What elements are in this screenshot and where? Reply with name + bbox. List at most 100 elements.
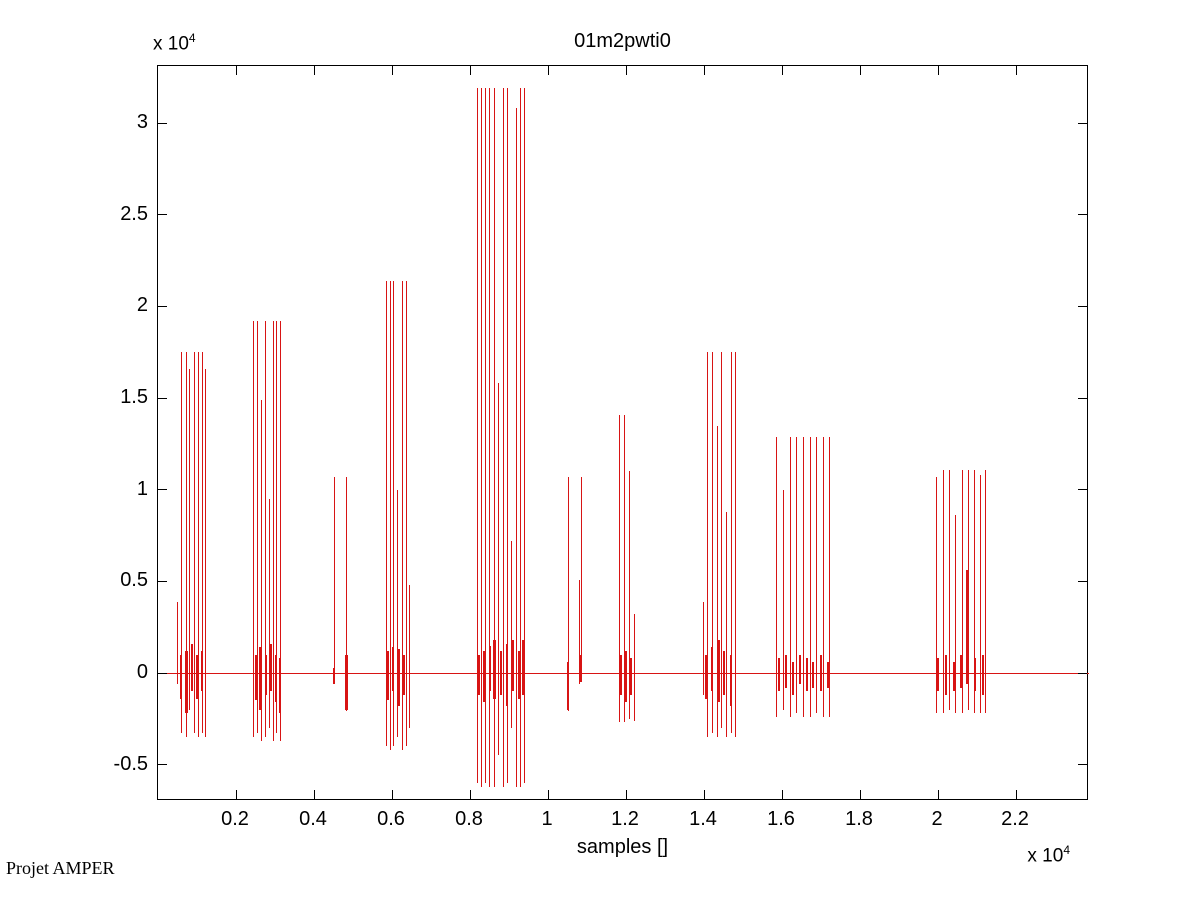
signal-spike [409,585,411,728]
signal-spike [406,280,408,747]
signal-spike [721,352,723,728]
signal-noise-mark [630,658,633,695]
signal-noise-mark [483,651,486,703]
y-tick-mark [158,764,167,766]
y-tick-label: 0.5 [120,569,148,592]
x-tick-mark [781,790,783,799]
signal-spike [624,414,626,723]
signal-spike [796,436,798,714]
y-tick-label: 0 [136,661,148,683]
x-scale-exponent: 4 [1063,843,1070,857]
y-tick-mark-right [1078,580,1087,582]
signal-noise-mark [254,654,257,701]
y-tick-mark-right [1078,489,1087,491]
signal-noise-mark [729,654,732,706]
y-axis-scale-note: x 104 [153,31,196,55]
signal-spike [629,471,631,719]
signal-spike [730,352,732,734]
signal-spike [393,280,395,747]
x-tick-label: 2 [931,808,943,830]
signal-noise-mark [619,654,622,695]
project-watermark: Projet AMPER [6,858,115,878]
x-tick-mark-top [313,66,315,75]
x-tick-label: 1.6 [767,808,795,830]
signal-spike [177,601,178,684]
signal-noise-mark [952,662,955,692]
x-tick-mark [313,790,315,799]
signal-noise-mark [966,570,969,684]
signal-noise-mark [264,654,267,695]
x-tick-mark [469,790,471,799]
signal-noise-mark [190,643,193,692]
signal-spike [257,321,259,734]
y-scale-base: x 10 [153,33,189,55]
signal-noise-mark [477,654,480,695]
signal-spike [942,469,944,714]
signal-spike [979,475,981,714]
x-tick-mark-top [235,66,237,75]
signal-spike [252,321,254,738]
signal-noise-mark [278,658,281,714]
signal-noise-mark [704,654,707,699]
signal-spike [961,469,963,714]
signal-noise-mark [580,654,583,683]
y-tick-mark-right [1078,672,1087,674]
signal-spike [776,436,778,717]
y-tick-mark [158,580,167,582]
signal-spike [272,321,274,741]
signal-spike [502,88,504,787]
signal-noise-mark [784,654,787,688]
signal-spike [935,476,937,714]
signal-noise-mark [488,645,491,692]
signal-spike [716,425,718,738]
signal-spike [973,469,975,714]
signal-noise-mark [511,640,515,692]
signal-noise-mark [981,654,984,695]
signal-noise-mark [710,647,713,692]
signal-noise-mark [937,658,939,692]
signal-spike [204,368,206,738]
x-tick-mark-top [625,66,627,75]
signal-noise-mark [387,651,390,701]
y-tick-label: 2.5 [120,202,148,225]
signal-spike [511,541,513,728]
signal-spike [346,476,348,712]
signal-spike [264,321,266,738]
x-tick-mark [859,790,861,799]
y-tick-label: 3 [136,111,148,133]
signal-spike [712,352,714,734]
signal-noise-mark [567,662,570,710]
signal-noise-mark [791,662,794,695]
signal-spike [493,88,495,787]
signal-noise-mark [392,647,395,692]
signal-spike [634,614,636,721]
x-tick-mark [1015,790,1017,799]
signal-spike [279,321,281,741]
signal-noise-mark [179,654,182,699]
signal-noise-mark [184,651,188,714]
signal-noise-mark [270,643,273,692]
signal-spike [480,88,482,787]
y-tick-mark [158,489,167,491]
signal-noise-mark [812,662,815,688]
signal-spike [726,511,728,738]
y-tick-label: -0.5 [113,752,148,775]
signal-spike [193,352,195,734]
zero-baseline [158,672,1089,674]
signal-spike [707,352,708,738]
signal-noise-mark [959,654,962,688]
signal-spike [268,498,270,728]
x-tick-mark [625,790,627,799]
signal-noise-mark [396,649,400,706]
x-tick-mark-top [391,66,393,75]
signal-spike [822,436,824,717]
signal-spike [185,352,187,738]
x-axis-label: samples [] [576,836,669,858]
y-tick-mark-right [1078,305,1087,307]
signal-noise-mark [522,640,525,695]
signal-spike [519,88,521,787]
signal-noise-mark [333,667,336,684]
signal-spike [497,383,499,756]
signal-spike [181,352,183,734]
signal-spike [333,476,335,681]
